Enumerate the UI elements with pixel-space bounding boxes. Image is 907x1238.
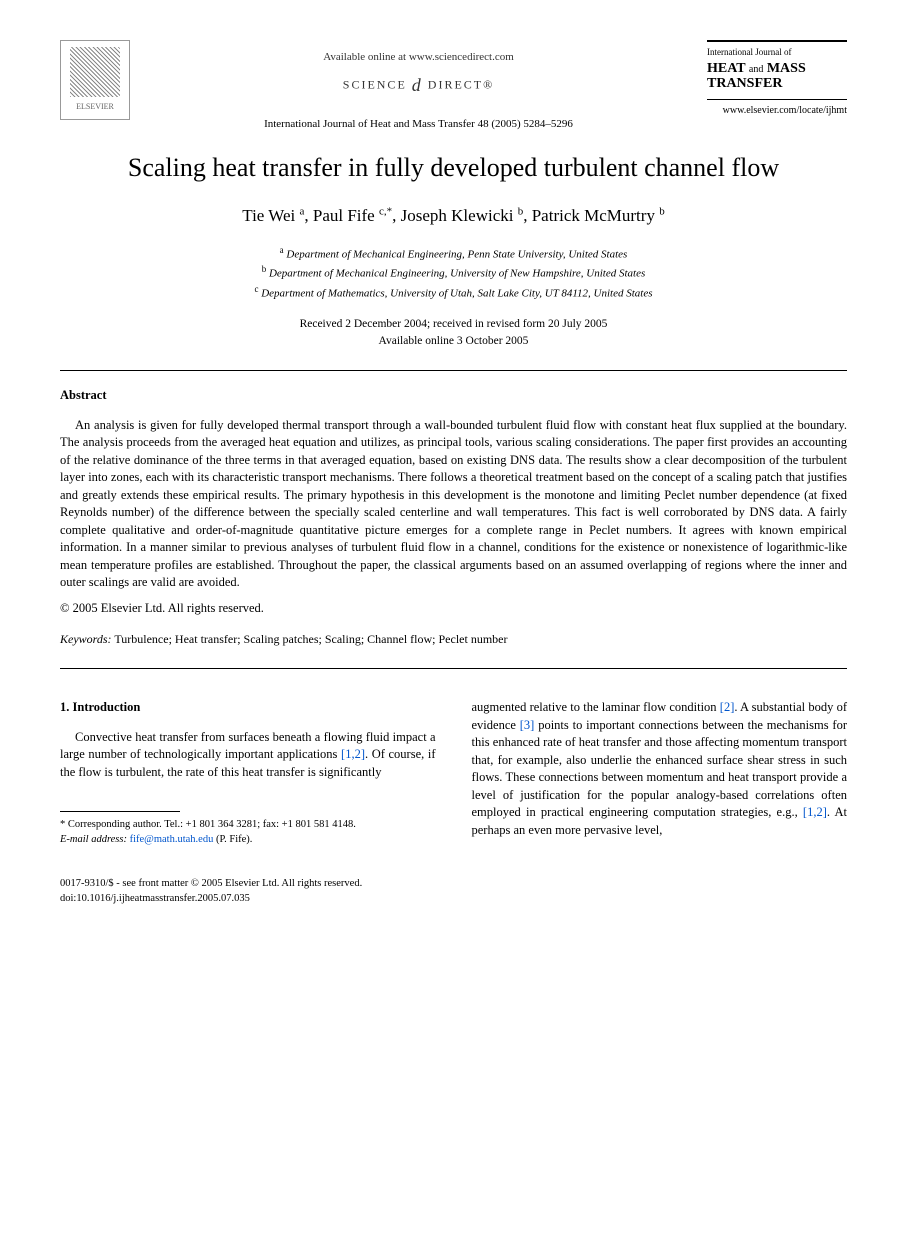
elsevier-logo: ELSEVIER [60,40,130,120]
center-header: Available online at www.sciencedirect.co… [130,40,707,132]
email-who: (P. Fife). [216,834,252,845]
footnote-rule [60,811,180,812]
paper-title: Scaling heat transfer in fully developed… [100,152,807,185]
rule-below-keywords [60,668,847,669]
aff-b-sup: b [262,264,267,274]
footnote-block: * Corresponding author. Tel.: +1 801 364… [60,818,436,847]
page-footer: 0017-9310/$ - see front matter © 2005 El… [60,877,847,906]
elsevier-label: ELSEVIER [76,101,114,112]
aff-a-sup: a [280,245,284,255]
author-1: Tie Wei [242,206,295,225]
elsevier-tree-icon [70,47,120,97]
intro-heading: 1. Introduction [60,699,436,717]
ref-link-2[interactable]: [2] [720,700,735,714]
journal-box: International Journal of HEAT and MASS T… [707,40,847,91]
authors-line: Tie Wei a, Paul Fife c,*, Joseph Klewick… [60,204,847,228]
intro-left-para: Convective heat transfer from surfaces b… [60,729,436,782]
journal-box-subtitle: International Journal of [707,46,847,59]
journal-box-heat: HEAT [707,61,745,76]
right-column: augmented relative to the laminar flow c… [472,699,848,847]
intro-right-para: augmented relative to the laminar flow c… [472,699,848,839]
science-direct-word2: DIRECT® [428,78,494,92]
two-column-body: 1. Introduction Convective heat transfer… [60,699,847,847]
available-online-text: Available online at www.sciencedirect.co… [130,50,707,65]
aff-a-text: Department of Mechanical Engineering, Pe… [286,249,627,261]
received-date: Received 2 December 2004; received in re… [60,316,847,333]
ref-link-3[interactable]: [3] [520,718,535,732]
journal-url[interactable]: www.elsevier.com/locate/ijhmt [707,99,847,118]
author-4: Patrick McMurtry [532,206,655,225]
science-direct-word1: SCIENCE [343,78,407,92]
keywords-text: Turbulence; Heat transfer; Scaling patch… [114,632,507,646]
journal-box-mass: MASS [767,61,806,76]
affiliations: a Department of Mechanical Engineering, … [60,244,847,301]
author-3-sup: b [518,206,524,218]
footer-line1: 0017-9310/$ - see front matter © 2005 El… [60,877,847,892]
email-line: E-mail address: fife@math.utah.edu (P. F… [60,833,436,848]
journal-box-title: HEAT and MASS TRANSFER [707,61,847,92]
ref-link-12b[interactable]: [1,2] [803,805,827,819]
author-3: Joseph Klewicki [401,206,514,225]
journal-box-and: and [749,64,763,75]
intro-right-text2: points to important connections between … [472,718,848,820]
online-date: Available online 3 October 2005 [60,333,847,350]
rule-above-abstract [60,370,847,371]
journal-reference: International Journal of Heat and Mass T… [130,117,707,132]
dates-block: Received 2 December 2004; received in re… [60,316,847,351]
ref-link-12a[interactable]: [1,2] [341,747,365,761]
journal-box-wrapper: International Journal of HEAT and MASS T… [707,40,847,118]
keywords-label: Keywords: [60,632,112,646]
email-address[interactable]: fife@math.utah.edu [130,834,214,845]
author-1-sup: a [299,206,304,218]
footer-line2: doi:10.1016/j.ijheatmasstransfer.2005.07… [60,892,847,907]
science-direct-logo: SCIENCE d DIRECT® [130,73,707,98]
left-column: 1. Introduction Convective heat transfer… [60,699,436,847]
corresponding-author: * Corresponding author. Tel.: +1 801 364… [60,818,436,833]
abstract-heading: Abstract [60,387,847,405]
abstract-copyright: © 2005 Elsevier Ltd. All rights reserved… [60,600,847,618]
header-row: ELSEVIER Available online at www.science… [60,40,847,132]
abstract-body: An analysis is given for fully developed… [60,417,847,592]
author-2-sup: c,* [379,206,392,218]
aff-c-text: Department of Mathematics, University of… [261,287,652,299]
science-direct-d-icon: d [412,75,423,95]
intro-right-text1: augmented relative to the laminar flow c… [472,700,720,714]
author-4-sup: b [659,206,665,218]
aff-c-sup: c [254,284,258,294]
journal-box-transfer: TRANSFER [707,76,782,91]
author-2: Paul Fife [313,206,375,225]
aff-b-text: Department of Mechanical Engineering, Un… [269,268,645,280]
email-label: E-mail address: [60,834,127,845]
keywords-line: Keywords: Turbulence; Heat transfer; Sca… [60,631,847,648]
